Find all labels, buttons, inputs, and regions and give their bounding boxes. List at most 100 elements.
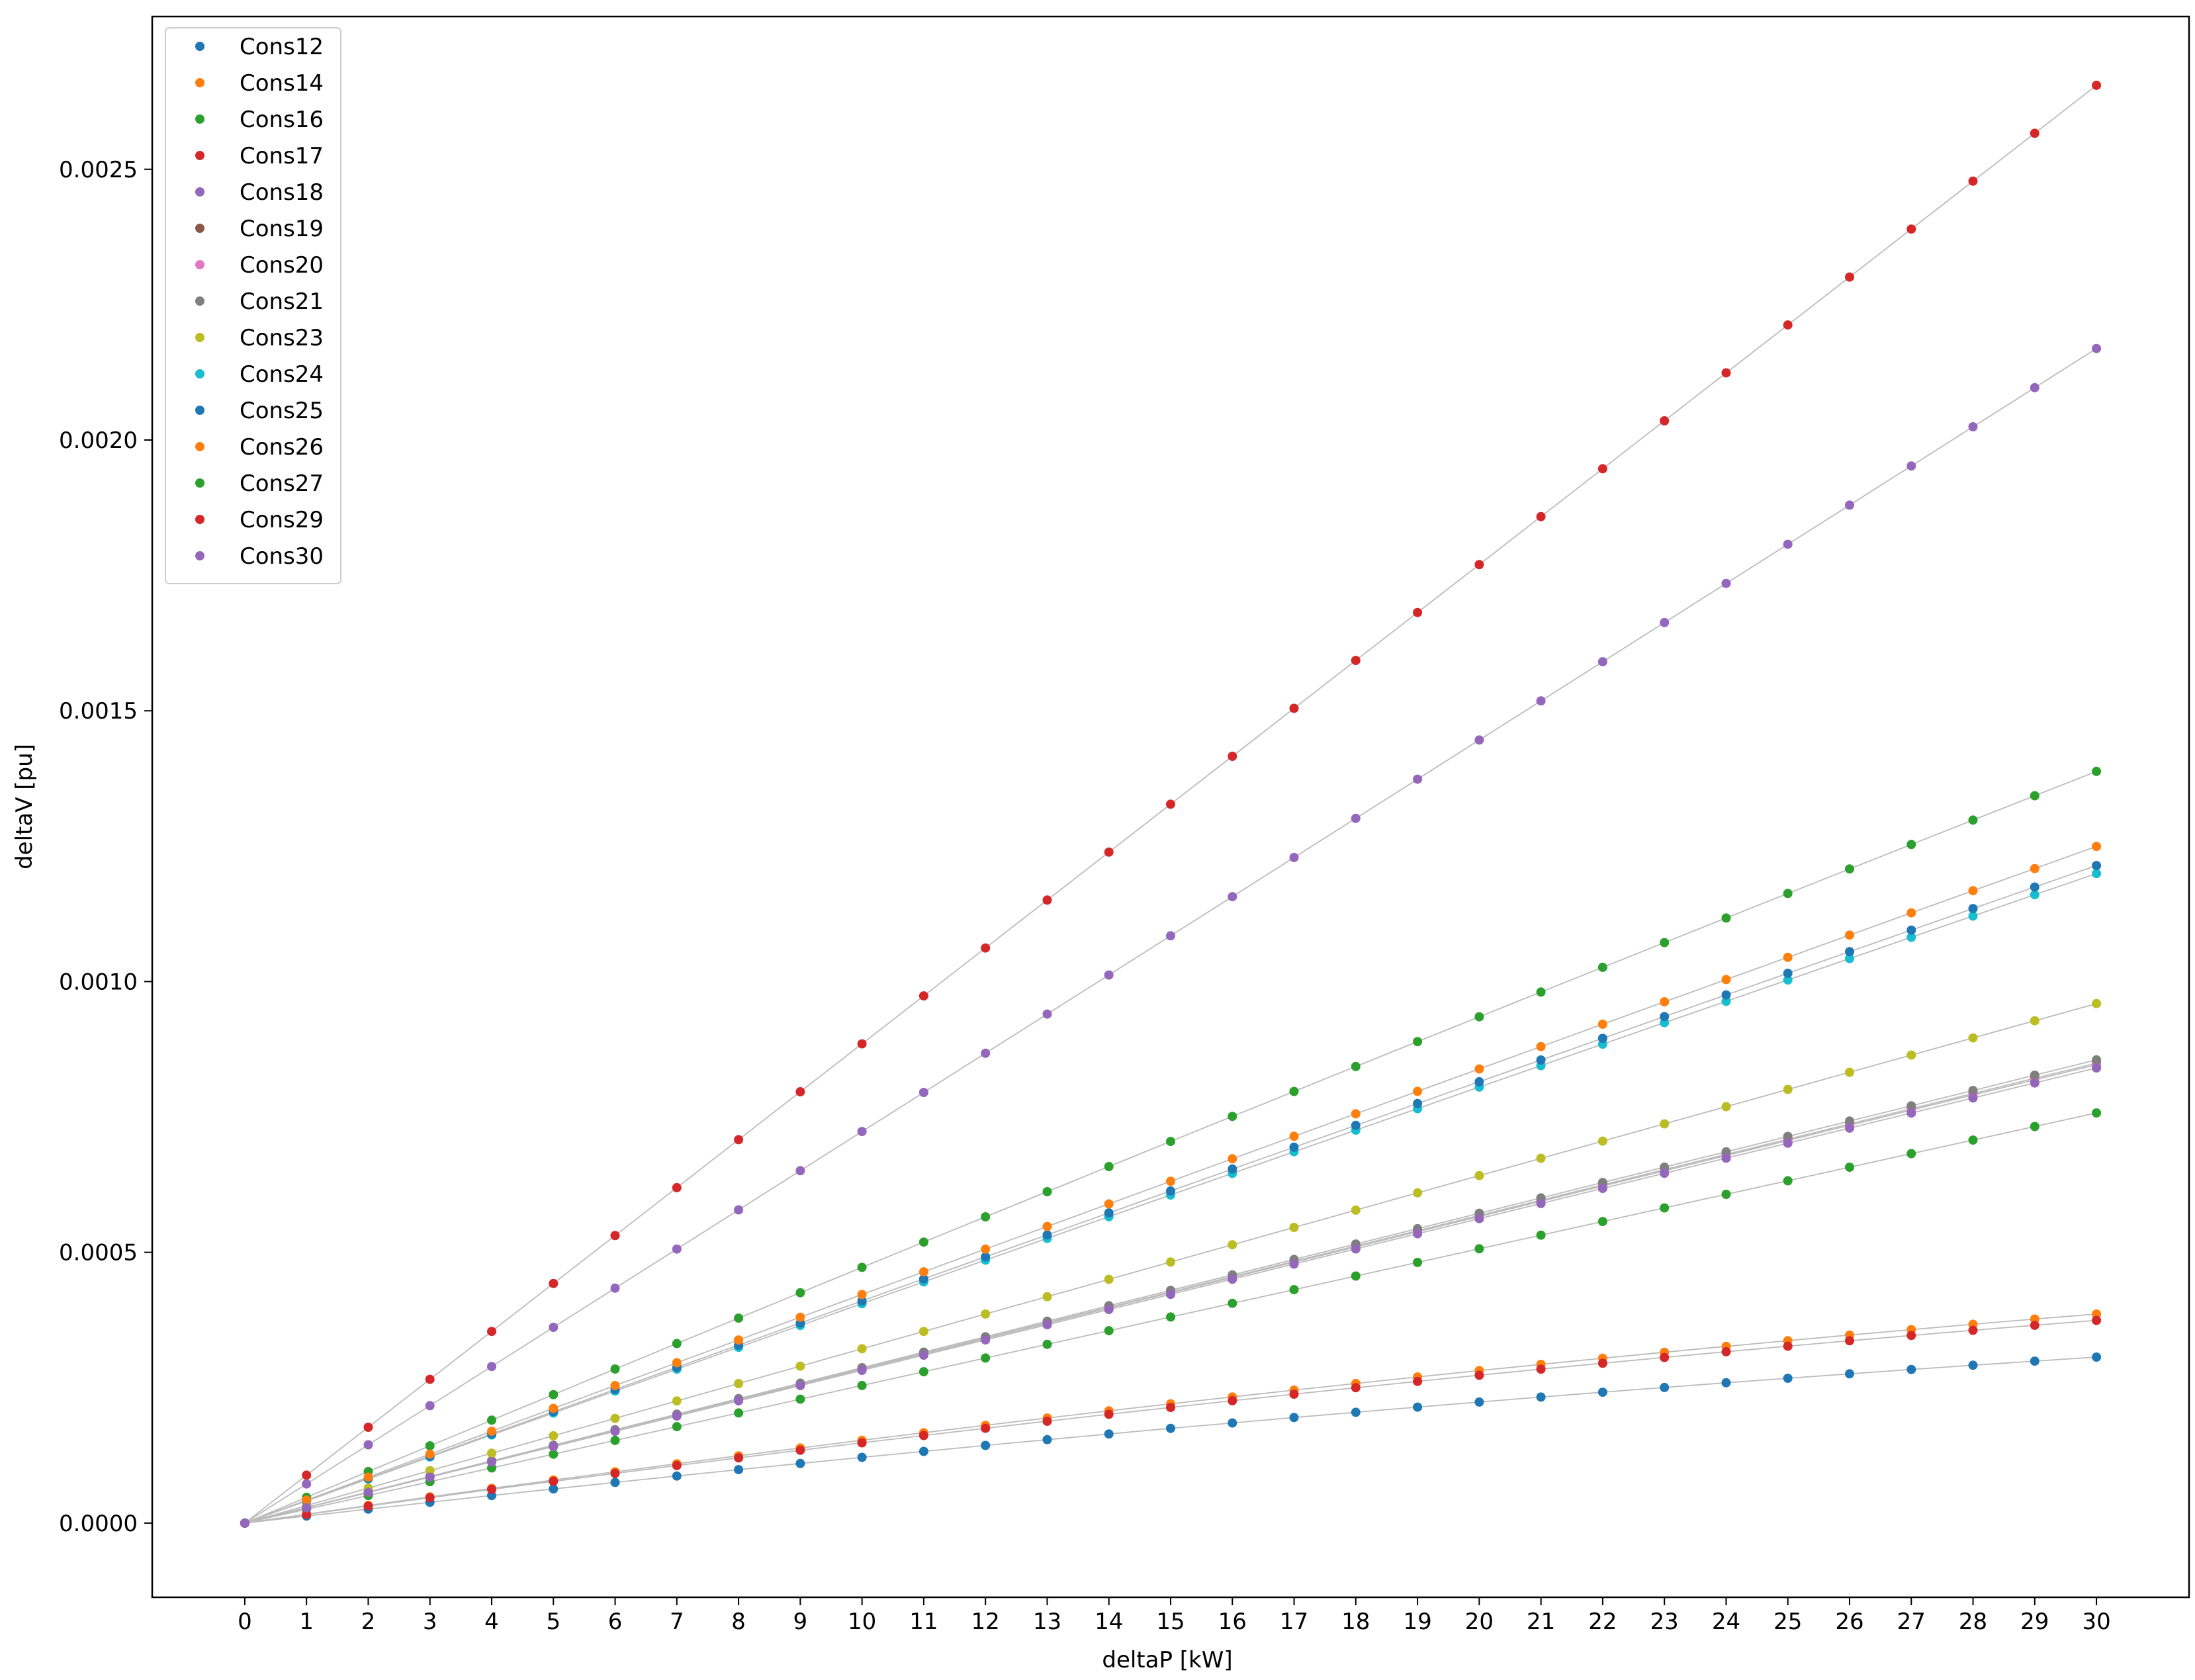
data-point-cons12 xyxy=(1104,1429,1114,1439)
data-point-cons26 xyxy=(1042,1221,1052,1231)
legend-marker xyxy=(195,551,204,560)
data-point-cons27 xyxy=(2030,1122,2039,1131)
data-point-cons12 xyxy=(610,1478,620,1487)
data-point-cons30 xyxy=(1536,1198,1546,1208)
data-point-cons17 xyxy=(918,991,928,1001)
data-point-cons23 xyxy=(1968,1033,1978,1043)
data-point-cons17 xyxy=(1474,560,1484,570)
data-point-cons29 xyxy=(1536,1364,1546,1374)
data-point-cons23 xyxy=(1351,1205,1361,1215)
data-point-cons16 xyxy=(1289,1086,1299,1096)
data-point-cons23 xyxy=(549,1431,559,1440)
data-point-cons30 xyxy=(981,1335,991,1345)
data-point-cons30 xyxy=(1104,1305,1114,1315)
data-point-cons30 xyxy=(1660,1169,1670,1178)
data-point-cons26 xyxy=(672,1358,682,1368)
data-point-cons18 xyxy=(795,1166,805,1176)
data-point-cons18 xyxy=(1474,735,1484,745)
y-tick-label: 0.0015 xyxy=(59,698,138,725)
data-point-cons16 xyxy=(1845,864,1854,874)
y-tick-label: 0.0025 xyxy=(59,157,138,183)
data-point-cons26 xyxy=(2030,863,2039,873)
data-point-cons26 xyxy=(1660,997,1670,1007)
data-point-cons30 xyxy=(1474,1214,1484,1223)
data-point-cons23 xyxy=(2092,998,2102,1008)
data-point-cons16 xyxy=(1042,1187,1052,1196)
data-point-cons25 xyxy=(857,1296,867,1306)
data-point-cons30 xyxy=(672,1411,682,1421)
legend-marker xyxy=(195,478,204,488)
data-point-cons17 xyxy=(981,943,991,953)
data-point-cons26 xyxy=(1351,1109,1361,1119)
data-point-cons29 xyxy=(981,1423,991,1433)
y-axis-label: deltaV [pu] xyxy=(11,744,38,869)
data-point-cons29 xyxy=(1721,1347,1731,1356)
data-point-cons27 xyxy=(795,1394,805,1404)
data-point-cons17 xyxy=(610,1231,620,1241)
data-point-cons18 xyxy=(734,1205,744,1215)
data-point-cons23 xyxy=(918,1327,928,1337)
legend-label: Cons25 xyxy=(240,398,324,424)
data-point-cons25 xyxy=(1660,1012,1670,1022)
data-point-cons16 xyxy=(857,1262,867,1272)
data-point-cons16 xyxy=(734,1313,744,1323)
x-tick-label: 5 xyxy=(546,1609,560,1635)
data-point-cons17 xyxy=(672,1182,682,1192)
legend-label: Cons21 xyxy=(240,288,324,315)
data-point-cons18 xyxy=(1166,931,1175,941)
legend-label: Cons12 xyxy=(240,34,324,60)
data-point-cons26 xyxy=(1906,908,1916,918)
data-point-cons29 xyxy=(1042,1416,1052,1426)
legend-marker xyxy=(195,114,204,124)
legend-marker xyxy=(195,151,204,160)
data-point-cons17 xyxy=(1597,464,1607,474)
data-point-cons24 xyxy=(1721,996,1731,1006)
data-point-cons25 xyxy=(1228,1164,1237,1174)
legend-marker xyxy=(195,515,204,524)
data-point-cons16 xyxy=(610,1364,620,1374)
data-point-cons18 xyxy=(1968,422,1978,431)
data-point-cons30 xyxy=(363,1487,373,1497)
data-point-cons26 xyxy=(1597,1019,1607,1029)
data-point-cons26 xyxy=(610,1381,620,1390)
data-point-cons16 xyxy=(425,1441,435,1451)
data-point-cons12 xyxy=(1968,1360,1978,1370)
data-point-cons23 xyxy=(1474,1171,1484,1180)
data-point-cons12 xyxy=(1351,1407,1361,1417)
data-point-cons30 xyxy=(857,1366,867,1375)
data-point-cons26 xyxy=(302,1495,312,1505)
data-point-cons29 xyxy=(1228,1395,1237,1405)
data-point-cons26 xyxy=(1474,1064,1484,1074)
data-point-cons23 xyxy=(672,1396,682,1406)
data-point-cons16 xyxy=(1906,840,1916,850)
data-point-cons21 xyxy=(1845,1116,1854,1126)
data-point-cons29 xyxy=(610,1468,620,1478)
x-tick-label: 4 xyxy=(484,1609,499,1635)
data-point-cons17 xyxy=(734,1135,744,1145)
data-point-cons30 xyxy=(1351,1244,1361,1254)
x-tick-label: 14 xyxy=(1095,1609,1123,1635)
data-point-cons17 xyxy=(2030,128,2039,138)
y-axis: 0.0000 0.0005 0.0010 0.0015 0.0020 0.0025 xyxy=(59,157,152,1537)
data-point-cons30 xyxy=(1042,1320,1052,1330)
legend-box xyxy=(165,27,341,584)
x-tick-label: 30 xyxy=(2082,1609,2110,1635)
x-tick-label: 6 xyxy=(608,1609,623,1635)
data-point-cons17 xyxy=(2092,80,2102,90)
data-point-cons17 xyxy=(1968,176,1978,186)
data-point-cons18 xyxy=(918,1088,928,1097)
data-point-cons21 xyxy=(1906,1101,1916,1111)
data-point-cons12 xyxy=(1783,1374,1793,1383)
data-point-cons29 xyxy=(1968,1325,1978,1335)
data-point-cons29 xyxy=(672,1460,682,1470)
data-point-cons12 xyxy=(1906,1364,1916,1374)
data-point-cons18 xyxy=(1042,1009,1052,1019)
data-point-cons25 xyxy=(1906,925,1916,935)
data-point-cons16 xyxy=(1351,1061,1361,1071)
x-tick-label: 13 xyxy=(1033,1609,1061,1635)
data-point-cons12 xyxy=(2030,1356,2039,1366)
data-point-cons12 xyxy=(1166,1423,1175,1433)
data-point-cons17 xyxy=(1660,416,1670,425)
legend-marker xyxy=(195,406,204,415)
